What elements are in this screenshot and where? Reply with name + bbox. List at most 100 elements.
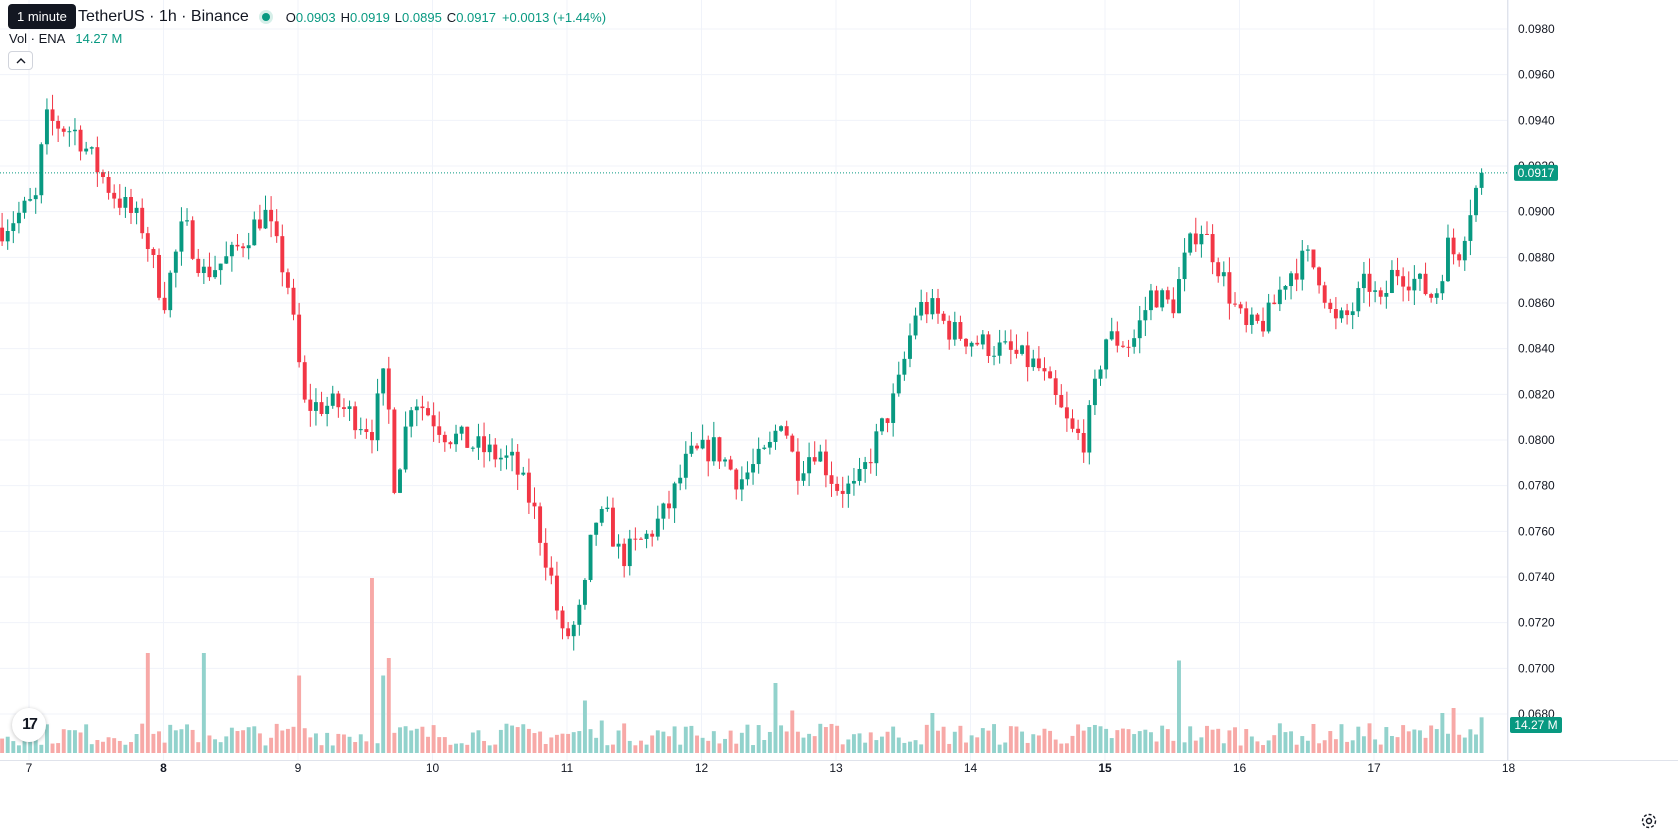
candle-body xyxy=(941,313,946,321)
candle-body xyxy=(1361,273,1366,289)
candle-body xyxy=(1373,290,1378,292)
volume-bar xyxy=(1384,727,1389,753)
volume-bar xyxy=(1339,724,1344,753)
volume-bar xyxy=(487,745,492,753)
candle-body xyxy=(582,579,587,605)
candle-body xyxy=(1462,240,1467,261)
candle-body xyxy=(1104,339,1109,370)
volume-bar xyxy=(33,730,38,753)
candle-body xyxy=(1434,293,1439,298)
collapse-legend-button[interactable] xyxy=(8,51,33,70)
volume-bar xyxy=(762,740,767,753)
candle-body xyxy=(308,399,313,411)
time-axis[interactable]: 7 8 9 10 11 12 13 14 15 16 17 18 xyxy=(0,760,1678,776)
volume-bar xyxy=(1462,737,1467,753)
price-tick-label: 0.0900 xyxy=(1518,205,1555,219)
candle-body xyxy=(1474,187,1478,216)
candle-body xyxy=(1468,215,1473,241)
volume-bar xyxy=(1064,743,1069,753)
volume-bar xyxy=(201,653,206,753)
candle-body xyxy=(1238,304,1243,309)
volume-bar xyxy=(633,745,638,753)
volume-bar xyxy=(1345,741,1350,753)
volume-bar xyxy=(106,737,111,753)
volume-bar xyxy=(1014,726,1019,753)
candle-body xyxy=(616,543,621,547)
volume-legend[interactable]: Vol · ENA 14.27 M xyxy=(9,31,122,46)
volume-bar xyxy=(5,736,10,753)
volume-bar xyxy=(532,733,537,753)
volume-bar xyxy=(997,744,1002,753)
candle-body xyxy=(341,407,346,409)
volume-bar xyxy=(11,741,16,753)
candle-body xyxy=(913,315,918,336)
volume-bar xyxy=(39,744,44,753)
candle-body xyxy=(1137,320,1142,339)
time-tick-label: 10 xyxy=(426,761,440,775)
volume-bar xyxy=(717,743,722,753)
candle-body xyxy=(964,338,968,347)
volume-bar xyxy=(364,741,369,753)
candle-body xyxy=(997,342,1002,356)
volume-bar xyxy=(1109,738,1114,753)
volume-bar xyxy=(807,733,812,753)
volume-bar xyxy=(863,742,868,753)
volume-bar xyxy=(969,735,974,753)
symbol-title[interactable]: TetherUS · 1h · Binance xyxy=(78,8,249,25)
candle-body xyxy=(207,266,212,278)
candle-body xyxy=(1294,273,1299,280)
volume-bar xyxy=(1070,735,1075,753)
volume-bar xyxy=(1148,732,1153,753)
volume-bar xyxy=(134,734,139,753)
volume-bar xyxy=(252,726,257,753)
volume-bar xyxy=(476,730,481,753)
candle-body xyxy=(1199,233,1204,245)
volume-bar xyxy=(644,744,649,753)
price-axis[interactable]: 0.09800.09600.09400.09200.09000.08800.08… xyxy=(1507,0,1563,760)
volume-bar xyxy=(61,729,66,753)
candle-body xyxy=(44,109,49,145)
candle-body xyxy=(1109,331,1114,340)
volume-bar xyxy=(123,744,128,753)
high-label: H xyxy=(340,9,351,25)
candle-body xyxy=(1081,433,1086,453)
volume-bar xyxy=(1233,727,1237,753)
tradingview-logo-icon[interactable]: 17 xyxy=(12,708,46,742)
candle-body xyxy=(1401,276,1406,287)
time-tick-label: 18 xyxy=(1502,761,1516,775)
candle-body xyxy=(1451,237,1456,255)
candle-body xyxy=(874,431,879,464)
volume-bar xyxy=(56,743,61,753)
volume-bar xyxy=(582,700,587,753)
volume-bar xyxy=(185,724,189,753)
volume-bar xyxy=(1423,737,1428,753)
candle-body xyxy=(370,432,374,441)
candle-body xyxy=(689,445,694,454)
volume-bar xyxy=(274,723,279,753)
price-tick-label: 0.0940 xyxy=(1518,113,1555,127)
volume-bar xyxy=(1092,724,1097,753)
candle-body xyxy=(1098,369,1103,379)
candle-body xyxy=(924,301,929,315)
market-status-icon[interactable] xyxy=(258,10,273,24)
settings-gear-icon[interactable] xyxy=(1640,812,1658,830)
candle-body xyxy=(650,533,655,537)
volume-bar xyxy=(521,724,526,753)
volume-bar xyxy=(370,578,374,753)
interval-tooltip: 1 minute xyxy=(8,4,76,29)
candle-body xyxy=(947,320,952,340)
volume-bar xyxy=(627,740,632,753)
candle-body xyxy=(678,477,683,484)
candle-body xyxy=(246,245,251,249)
volume-bar xyxy=(526,728,531,753)
volume-bar xyxy=(381,675,386,753)
volume-bar xyxy=(498,729,503,753)
volume-bar xyxy=(341,734,346,753)
candle-body xyxy=(851,480,856,484)
volume-bar xyxy=(1305,740,1310,753)
candle-body xyxy=(1171,299,1176,314)
volume-bar xyxy=(1104,728,1109,753)
candle-body xyxy=(532,502,537,507)
volume-bar xyxy=(1087,727,1092,753)
